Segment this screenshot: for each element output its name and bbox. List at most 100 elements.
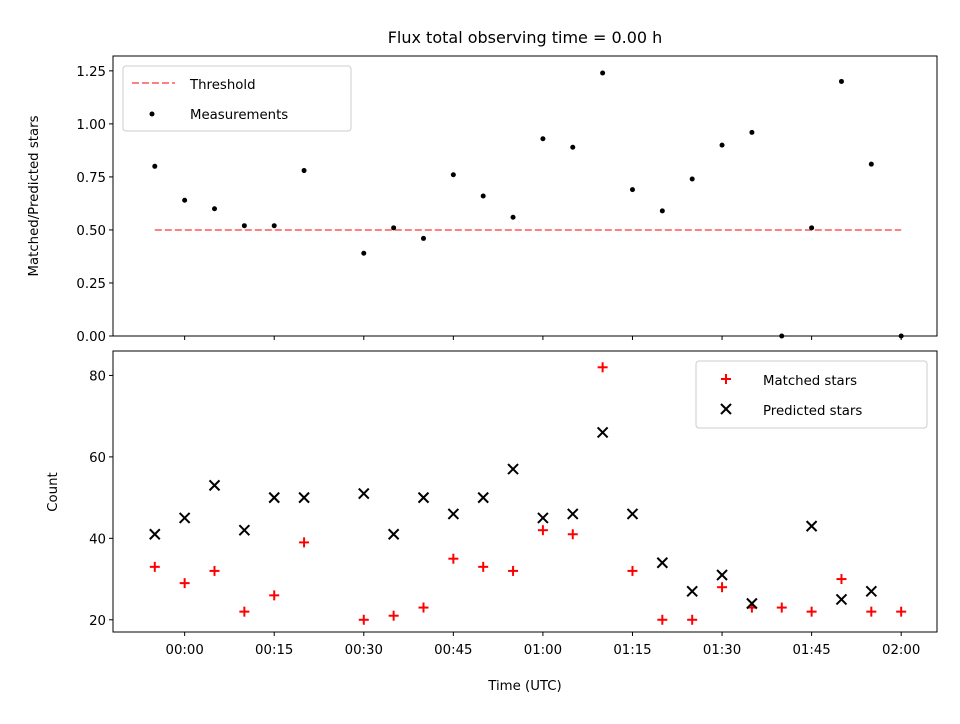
- measurement-point: [809, 225, 814, 230]
- predicted-star-point: [239, 525, 249, 535]
- bottom-x-ticks: 00:00 00:15 00:30 00:45 01:00 01:15 01:30 01:45…: [165, 632, 920, 658]
- x-tick-label: 01:45: [792, 643, 830, 658]
- bottom-y-ticks: 20 40 60 80: [89, 369, 113, 628]
- predicted-star-point: [448, 509, 458, 519]
- matched-star-point: [807, 607, 817, 617]
- measurement-point: [481, 194, 486, 199]
- measurement-point: [421, 236, 426, 241]
- predicted-star-point: [478, 493, 488, 503]
- predicted-star-point: [150, 529, 160, 539]
- measurement-point: [212, 206, 217, 211]
- legend-predicted-label: Predicted stars: [763, 404, 862, 419]
- top-y-tick-label: 0.25: [76, 277, 106, 292]
- matched-star-point: [210, 566, 220, 576]
- matched-star-point: [896, 607, 906, 617]
- predicted-star-point: [568, 509, 578, 519]
- measurement-point: [690, 177, 695, 182]
- bottom-y-tick-label: 80: [89, 369, 106, 384]
- predicted-star-point: [359, 489, 369, 499]
- matched-star-point: [717, 582, 727, 592]
- measurement-point: [361, 251, 366, 256]
- x-tick-label: 01:00: [524, 643, 562, 658]
- bottom-legend: Matched stars Predicted stars: [696, 361, 927, 428]
- top-y-tick-label: 0.00: [76, 330, 106, 345]
- x-tick-label: 00:30: [345, 643, 383, 658]
- top-y-ticks: 0.00 0.25 0.50 0.75 1.00 1.25: [76, 65, 113, 345]
- top-legend: Threshold Measurements: [123, 66, 351, 131]
- bottom-y-tick-label: 40: [89, 532, 106, 547]
- matched-star-point: [598, 362, 608, 372]
- matched-star-point: [150, 562, 160, 572]
- measurement-point: [152, 164, 157, 169]
- measurement-point: [720, 143, 725, 148]
- top-axes: 0.00 0.25 0.50 0.75 1.00 1.25 Matched/Predict…: [27, 56, 937, 345]
- predicted-star-point: [836, 594, 846, 604]
- top-x-ticks: [185, 336, 902, 340]
- predicted-star-point: [508, 464, 518, 474]
- measurement-point: [749, 130, 754, 135]
- measurement-point: [600, 70, 605, 75]
- matched-star-point: [389, 611, 399, 621]
- legend-matched-label: Matched stars: [763, 374, 857, 389]
- matched-star-point: [687, 615, 697, 625]
- predicted-star-point: [657, 558, 667, 568]
- measurement-point: [451, 172, 456, 177]
- predicted-star-point: [210, 480, 220, 490]
- measurement-point: [540, 136, 545, 141]
- bottom-y-axis-label: Count: [46, 472, 61, 512]
- predicted-star-point: [389, 529, 399, 539]
- measurement-point: [869, 162, 874, 167]
- measurement-point: [839, 79, 844, 84]
- matched-star-point: [627, 566, 637, 576]
- x-tick-label: 00:15: [255, 643, 293, 658]
- matched-star-point: [508, 566, 518, 576]
- matched-star-point: [538, 525, 548, 535]
- x-tick-label: 01:30: [703, 643, 741, 658]
- legend-threshold-label: Threshold: [189, 78, 256, 93]
- measurement-point: [182, 198, 187, 203]
- predicted-star-point: [866, 586, 876, 596]
- measurement-point: [630, 187, 635, 192]
- matched-star-point: [448, 554, 458, 564]
- matched-star-point: [180, 578, 190, 588]
- measurement-point: [242, 223, 247, 228]
- predicted-star-point: [418, 493, 428, 503]
- figure: Flux total observing time = 0.00 h 0.00 0…: [0, 0, 960, 720]
- matched-star-point: [657, 615, 667, 625]
- top-y-tick-label: 1.25: [76, 65, 106, 80]
- matched-star-point: [269, 590, 279, 600]
- top-y-tick-label: 0.75: [76, 171, 106, 186]
- bottom-y-tick-label: 20: [89, 614, 106, 629]
- matched-star-point: [418, 603, 428, 613]
- top-y-axis-label: Matched/Predicted stars: [27, 115, 42, 276]
- legend-measurements-marker: [150, 112, 155, 117]
- chart-title: Flux total observing time = 0.00 h: [388, 28, 663, 47]
- matched-star-point: [478, 562, 488, 572]
- x-tick-label: 01:15: [613, 643, 651, 658]
- bottom-y-tick-label: 60: [89, 451, 106, 466]
- measurement-point: [660, 208, 665, 213]
- predicted-star-point: [687, 586, 697, 596]
- x-tick-label: 02:00: [882, 643, 920, 658]
- measurement-point: [511, 215, 516, 220]
- predicted-star-point: [598, 427, 608, 437]
- predicted-star-point: [807, 521, 817, 531]
- legend-measurements-label: Measurements: [190, 108, 288, 123]
- measurement-point: [391, 225, 396, 230]
- predicted-star-point: [299, 493, 309, 503]
- predicted-star-point: [180, 513, 190, 523]
- predicted-star-point: [538, 513, 548, 523]
- matched-star-point: [299, 537, 309, 547]
- matched-star-point: [359, 615, 369, 625]
- predicted-star-point: [269, 493, 279, 503]
- predicted-star-point: [627, 509, 637, 519]
- matched-star-point: [777, 603, 787, 613]
- measurement-point: [302, 168, 307, 173]
- matched-star-point: [239, 607, 249, 617]
- matched-star-point: [568, 529, 578, 539]
- top-y-tick-label: 0.50: [76, 224, 106, 239]
- measurement-point: [570, 145, 575, 150]
- x-axis-label: Time (UTC): [487, 679, 562, 694]
- x-tick-label: 00:00: [165, 643, 203, 658]
